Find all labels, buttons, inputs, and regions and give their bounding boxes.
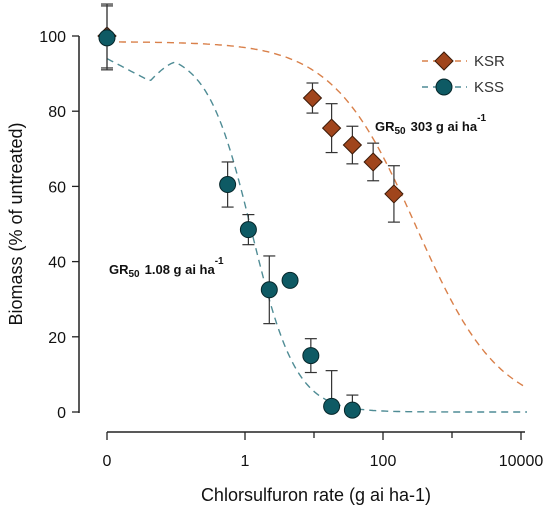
fit-curves (106, 40, 528, 413)
kss-marker (302, 347, 320, 365)
kss-gr50-text: 1.08 g ai ha (145, 262, 216, 277)
y-axis-title: Biomass (% of untreated) (6, 122, 26, 325)
kss-data-point (302, 338, 320, 374)
ksr-data-point (384, 165, 404, 223)
x-tick-label: 0 (103, 453, 112, 470)
ksr-data-point (363, 142, 383, 182)
kss-marker (239, 221, 257, 239)
ksr-gr50-main: GR (375, 119, 395, 134)
kss-data-point (219, 161, 237, 208)
ksr-marker (342, 135, 363, 155)
ksr-marker (321, 118, 342, 138)
legend: KSR KSS (422, 51, 505, 96)
ksr-gr50-annotation: GR50 303 g ai ha-1 (375, 113, 486, 137)
y-tick-label: 20 (48, 330, 66, 347)
legend-ksr-label: KSR (474, 53, 505, 70)
ksr-gr50-text: 303 g ai ha (411, 119, 478, 134)
ksr-marker (384, 184, 404, 204)
kss-marker (343, 401, 361, 419)
kss-marker (281, 271, 299, 289)
kss-gr50-sup: -1 (215, 256, 224, 267)
ksr-gr50-sup: -1 (477, 113, 486, 124)
kss-marker (98, 29, 116, 47)
ksr-marker (363, 152, 383, 172)
x-tick-label: 1 (241, 453, 250, 470)
kss-data-point (98, 5, 116, 71)
data-points (97, 3, 404, 419)
kss-gr50-sub: 50 (129, 269, 141, 280)
kss-gr50-main: GR (109, 262, 129, 277)
kss-fit-curve (106, 57, 527, 413)
ksr-data-point (302, 82, 323, 114)
legend-kss-marker (435, 78, 453, 96)
kss-data-point (343, 394, 361, 419)
ksr-fit-curve (106, 40, 528, 389)
y-tick-label: 0 (57, 405, 66, 422)
x-tick-label: 100 (370, 453, 397, 470)
kss-data-point (323, 370, 341, 415)
legend-kss-label: KSS (474, 79, 504, 96)
y-axis-ticks: 0 20 40 60 80 100 (39, 29, 79, 422)
ksr-marker (302, 88, 323, 108)
kss-gr50-annotation: GR50 1.08 g ai ha-1 (109, 256, 224, 280)
kss-marker (260, 281, 278, 299)
x-axis-ticks: 0 1 100 10000 (103, 432, 544, 470)
kss-data-point (281, 271, 299, 289)
y-tick-label: 100 (39, 29, 66, 46)
x-axis-title: Chlorsulfuron rate (g ai ha-1) (201, 485, 431, 505)
y-tick-label: 80 (48, 104, 66, 121)
kss-marker (323, 397, 341, 415)
kss-data-point (239, 214, 257, 246)
ksr-data-point (342, 125, 363, 165)
y-tick-label: 60 (48, 179, 66, 196)
kss-marker (219, 176, 237, 194)
ksr-gr50-sub: 50 (395, 126, 407, 137)
legend-ksr-marker (434, 51, 454, 71)
x-tick-label: 10000 (499, 453, 544, 470)
kss-data-point (260, 255, 278, 325)
ksr-data-point (321, 103, 342, 154)
y-tick-label: 40 (48, 255, 66, 272)
